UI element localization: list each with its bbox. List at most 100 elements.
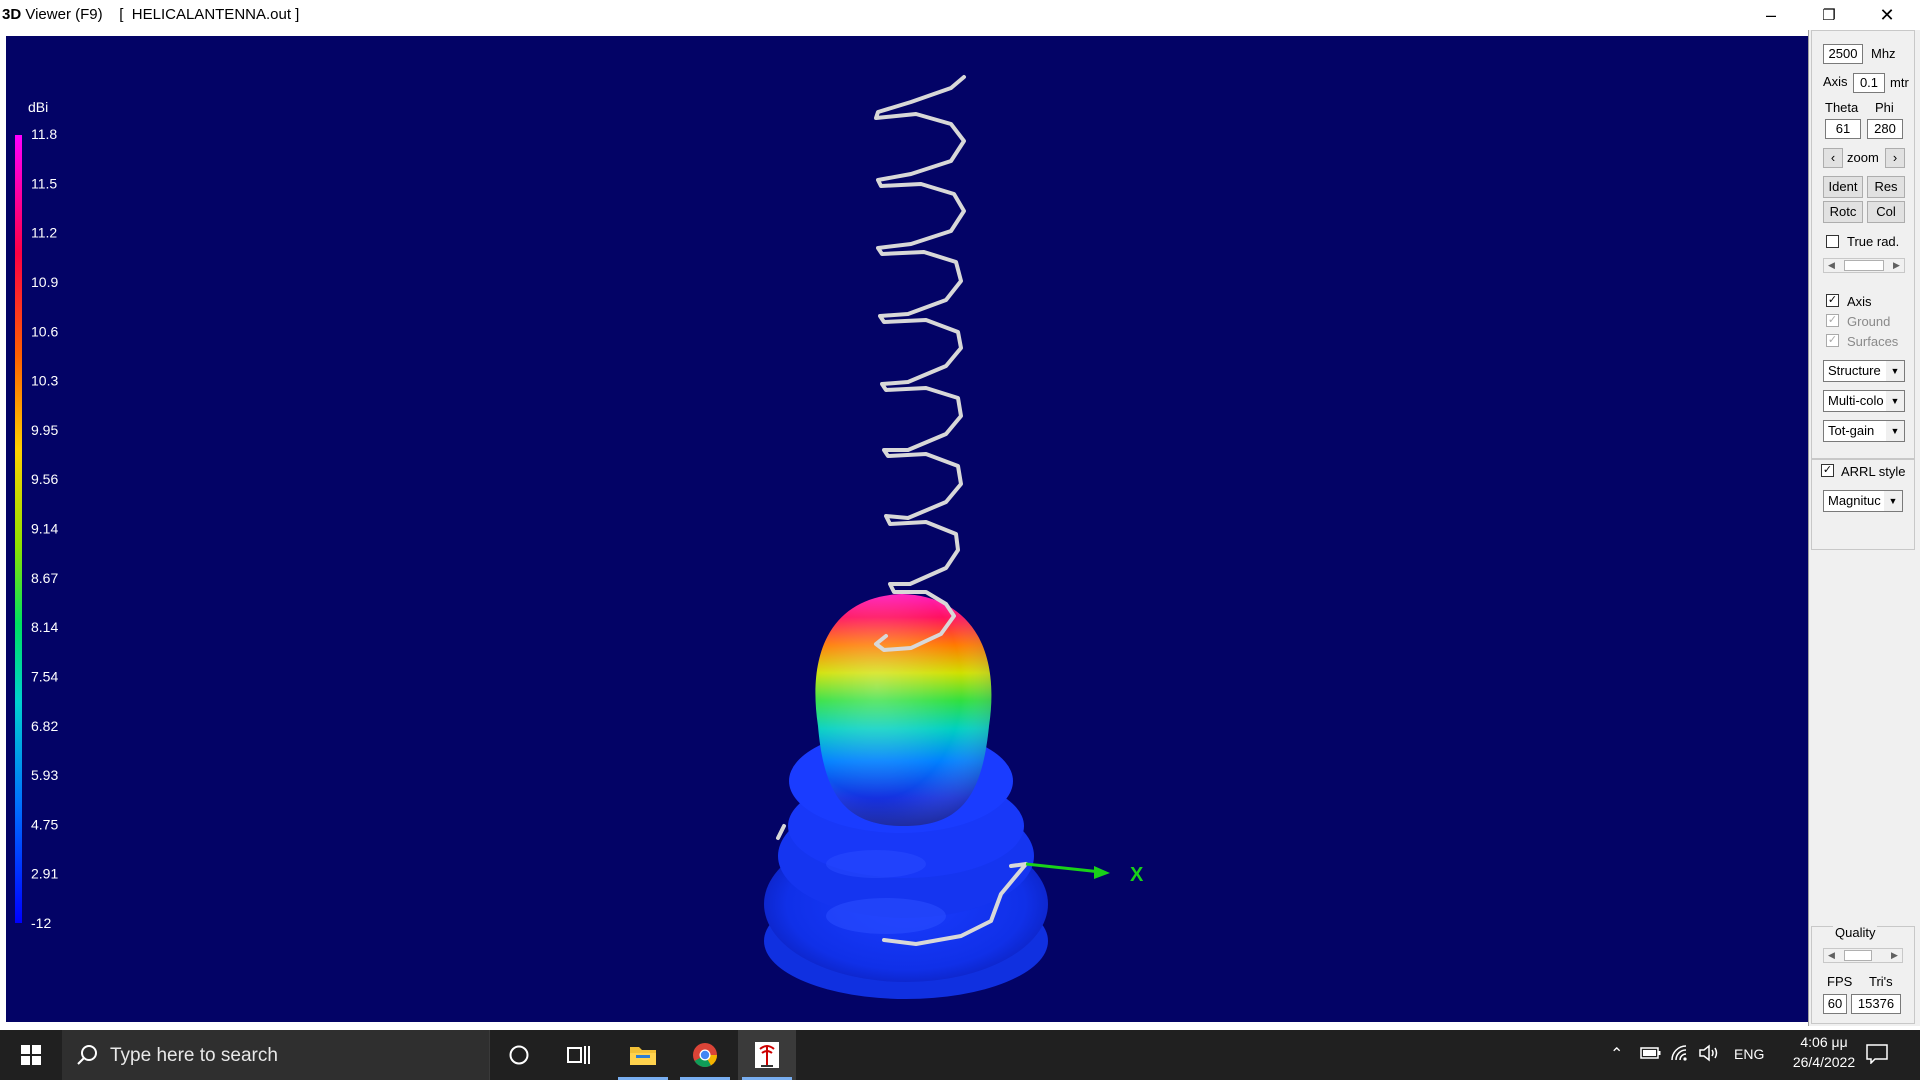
magnitude-dropdown[interactable]: Magnituc ▼ [1823,490,1903,512]
close-button[interactable]: ✕ [1858,0,1916,30]
quality-label: Quality [1833,925,1878,940]
slider-thumb[interactable] [1844,260,1884,271]
minimize-icon: – [1765,4,1776,25]
volume-icon[interactable] [1698,1044,1720,1065]
cortana-button[interactable] [490,1030,548,1080]
res-button[interactable]: Res [1867,176,1905,198]
arrl-group [1811,458,1915,550]
zoom-out-button[interactable]: ‹ [1823,148,1843,168]
scale-tick-label: 7.54 [31,668,58,684]
search-placeholder: Type here to search [110,1045,278,1066]
chevron-down-icon: ▼ [1886,421,1904,441]
quality-slider[interactable]: ◀ ▶ [1823,948,1903,963]
arrl-style-label: ARRL style [1841,464,1906,479]
scale-tick-label: 4.75 [31,816,58,832]
scale-tick-label: 2.91 [31,866,58,882]
file-explorer-button[interactable] [614,1030,672,1080]
phi-label: Phi [1875,100,1894,115]
frequency-input[interactable]: 2500 [1823,44,1863,64]
minimize-button[interactable]: – [1742,0,1800,30]
ground-label: Ground [1847,314,1891,329]
axis-checkbox-label: Axis [1847,294,1872,309]
ground-checkbox: ✓ [1826,314,1839,327]
chrome-button[interactable] [676,1030,734,1080]
rotc-button[interactable]: Rotc [1823,201,1863,223]
chevron-right-icon: › [1892,150,1898,165]
search-box[interactable]: Type here to search [62,1030,490,1080]
arrl-style-checkbox[interactable]: ✓ [1821,464,1834,477]
notification-icon [1866,1044,1888,1065]
scale-tick-label: 9.56 [31,471,58,487]
scale-tick-label: 10.6 [31,323,58,339]
ident-button[interactable]: Ident [1823,176,1863,198]
color-mode-dropdown[interactable]: Multi-colo ▼ [1823,390,1905,412]
gain-dropdown[interactable]: Tot-gain ▼ [1823,420,1905,442]
folder-icon [630,1047,656,1065]
scale-tick-label: 11.5 [31,175,57,191]
scale-tick-label: 9.14 [31,521,58,537]
scale-tick-label: 9.95 [31,422,58,438]
active-indicator [680,1077,730,1080]
title-bar: 3D Viewer (F9) [ HELICALANTENNA.out ] – … [0,0,1920,30]
3d-viewport[interactable]: dBi 11.8 11.5 11.2 10.9 10.6 10.3 9.95 9.56 9.14… [6,36,1808,1022]
surfaces-checkbox: ✓ [1826,334,1839,347]
theta-label: Theta [1825,100,1859,115]
start-button[interactable] [2,1030,60,1080]
scale-tick-label: 11.2 [31,225,57,241]
task-view-button[interactable] [550,1030,608,1080]
antenna-app-icon [755,1042,779,1068]
chevron-down-icon: ▼ [1886,391,1904,411]
windows-icon [21,1045,41,1065]
restore-button[interactable]: ❐ [1800,0,1858,30]
slider-thumb[interactable] [1844,950,1872,961]
col-button[interactable]: Col [1867,201,1905,223]
structure-dropdown[interactable]: Structure ▼ [1823,360,1905,382]
axis-length-label: Axis [1823,74,1848,89]
scroll-right-icon: ▶ [1891,950,1898,960]
axis-length-unit: mtr [1890,75,1909,90]
theta-input[interactable]: 61 [1825,119,1861,139]
cortana-icon [509,1045,529,1065]
scale-tick-label: -12 [31,915,51,931]
fps-label: FPS [1827,974,1853,989]
window-title: 3D Viewer (F9) [ HELICALANTENNA.out ] [2,6,300,23]
axis-length-input[interactable]: 0.1 [1853,73,1885,93]
language-indicator[interactable]: ENG [1734,1046,1765,1062]
scale-tick-label: 8.14 [31,619,58,635]
scroll-left-icon: ◀ [1828,260,1835,270]
scale-tick-label: 10.3 [31,373,58,389]
taskbar: Type here to search ⌃ ENG 4:06 μμ 26/4/2… [0,1030,1920,1080]
controls-group [1811,30,1915,460]
fps-value: 60 [1823,994,1847,1014]
axis-checkbox[interactable]: ✓ [1826,294,1839,307]
restore-icon: ❐ [1822,7,1836,24]
wifi-icon[interactable] [1670,1044,1690,1065]
tris-value: 15376 [1851,994,1901,1014]
active-indicator [618,1077,668,1080]
true-rad-label: True rad. [1847,234,1900,249]
true-rad-checkbox[interactable] [1826,235,1839,248]
scale-tick-label: 6.82 [31,718,58,734]
radiation-pattern [764,594,1048,999]
clock[interactable]: 4:06 μμ 26/4/2022 [1780,1034,1868,1070]
true-rad-slider[interactable]: ◀ ▶ [1823,258,1905,273]
chevron-down-icon: ▼ [1886,361,1904,381]
phi-input[interactable]: 280 [1867,119,1903,139]
helix-antenna [776,75,1028,946]
surfaces-label: Surfaces [1847,334,1899,349]
zoom-in-button[interactable]: › [1885,148,1905,168]
chevron-down-icon: ▼ [1884,491,1902,511]
active-indicator [742,1077,792,1080]
frequency-unit: Mhz [1871,46,1896,61]
color-scale-bar [15,135,22,923]
chevron-up-icon[interactable]: ⌃ [1610,1046,1624,1063]
scroll-left-icon: ◀ [1828,950,1835,960]
zoom-label: zoom [1847,150,1879,165]
color-scale-ticks: 11.8 11.5 11.2 10.9 10.6 10.3 9.95 9.56 9.14 8.67… [31,126,58,931]
chevron-left-icon: ‹ [1830,150,1836,165]
search-icon [77,1045,97,1065]
scale-unit: dBi [28,99,48,115]
antenna-app-button[interactable] [738,1030,796,1080]
battery-icon[interactable] [1640,1046,1662,1063]
notification-button[interactable] [1866,1044,1888,1067]
